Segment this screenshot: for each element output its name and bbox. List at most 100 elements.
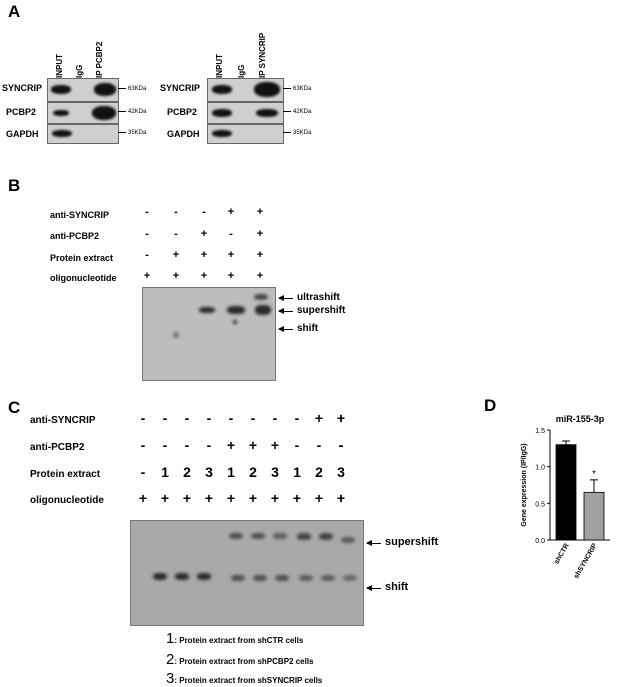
condition-symbol: + bbox=[227, 249, 235, 261]
panel-b-letter: B bbox=[8, 176, 21, 195]
condition-symbol: - bbox=[272, 410, 278, 426]
condition-symbol: + bbox=[200, 249, 208, 261]
condition-symbol: + bbox=[256, 270, 264, 282]
condition-symbol: + bbox=[336, 490, 346, 506]
y-tick-label: 1.5 bbox=[535, 428, 545, 435]
condition-symbol: + bbox=[336, 410, 346, 426]
condition-symbol: - bbox=[316, 437, 322, 453]
arrow-ultrashift bbox=[278, 295, 293, 301]
condition-symbol: + bbox=[200, 270, 208, 282]
condition-symbol: + bbox=[314, 490, 324, 506]
y-tick-label: 1.0 bbox=[535, 465, 545, 472]
condition-symbol: - bbox=[140, 410, 146, 426]
arrow-label-shift: shift bbox=[297, 323, 319, 334]
condition-symbol: - bbox=[174, 206, 178, 218]
arrow-label-supershift: supershift bbox=[297, 305, 346, 316]
x-tick-label: shSYNCRIP bbox=[573, 542, 599, 580]
condition-symbol: 3 bbox=[337, 464, 345, 480]
condition-symbol: 1 bbox=[227, 464, 235, 480]
row-label-pcbp2: PCBP2 bbox=[167, 107, 198, 117]
row-label-protein-extract: Protein extract bbox=[50, 253, 114, 263]
condition-symbol: - bbox=[174, 228, 178, 240]
blot-pcbp2 bbox=[207, 102, 284, 124]
y-axis-label: Gene expression (IP/IgG) bbox=[521, 443, 528, 526]
blot-pcbp2 bbox=[47, 102, 119, 124]
condition-symbol: + bbox=[248, 490, 258, 506]
row-label-syncrip: SYNCRIP bbox=[160, 83, 201, 93]
condition-symbol: - bbox=[162, 410, 168, 426]
legend-text: : Protein extract from shSYNCRIP cells bbox=[174, 676, 323, 685]
condition-symbol: + bbox=[200, 228, 208, 240]
col-label-ip: IP PCBP2 bbox=[95, 41, 104, 78]
condition-symbol: - bbox=[140, 437, 146, 453]
condition-symbol: - bbox=[184, 410, 190, 426]
row-label-syncrip: SYNCRIP bbox=[2, 83, 43, 93]
condition-symbol: + bbox=[292, 490, 302, 506]
col-label-igg: IgG bbox=[75, 64, 84, 78]
marker-35: 35KDa bbox=[118, 130, 146, 136]
condition-symbol: - bbox=[202, 206, 206, 218]
legend-item-2: 2: Protein extract from shPCBP2 cells bbox=[166, 651, 314, 668]
row-label-anti-syncrip: anti-SYNCRIP bbox=[50, 210, 110, 220]
condition-symbol: - bbox=[229, 228, 233, 240]
legend-num: 2 bbox=[166, 651, 175, 668]
condition-symbol: + bbox=[256, 228, 264, 240]
condition-symbol: - bbox=[140, 464, 146, 480]
row-label-anti-syncrip: anti-SYNCRIP bbox=[30, 415, 96, 426]
arrow-supershift bbox=[278, 308, 293, 314]
condition-symbol: + bbox=[204, 490, 214, 506]
arrow-shift bbox=[366, 585, 381, 591]
condition-symbol: - bbox=[338, 437, 344, 453]
condition-symbol: + bbox=[182, 490, 192, 506]
legend-num: 1 bbox=[166, 630, 175, 647]
condition-symbol: + bbox=[336, 490, 346, 506]
row-label-anti-pcbp2: anti-PCBP2 bbox=[30, 442, 85, 453]
col-label-igg: IgG bbox=[237, 64, 246, 78]
marker-63: 63KDa bbox=[283, 86, 311, 92]
condition-symbol: - bbox=[338, 437, 344, 453]
condition-symbol: - bbox=[250, 410, 256, 426]
bar-chart: miR-155-3p 0.0 0.5 1.0 1.5 Gene expression (I… bbox=[521, 414, 610, 580]
legend-text: : Protein extract from shCTR cells bbox=[174, 636, 304, 645]
condition-symbol: 1 bbox=[293, 464, 301, 480]
col-label-ip: IP SYNCRIP bbox=[258, 32, 267, 78]
condition-symbol: + bbox=[270, 437, 280, 453]
y-tick-label: 0.5 bbox=[535, 501, 545, 508]
condition-symbol: - bbox=[145, 249, 149, 261]
condition-symbol: 2 bbox=[315, 464, 323, 480]
condition-symbol: + bbox=[226, 490, 236, 506]
y-tick-label: 0.0 bbox=[535, 538, 545, 545]
blot-syncrip bbox=[207, 78, 284, 102]
condition-symbol: - bbox=[145, 228, 149, 240]
condition-symbol: + bbox=[248, 437, 258, 453]
condition-symbol: 3 bbox=[205, 464, 213, 480]
condition-symbol: + bbox=[226, 437, 236, 453]
condition-symbol: 3 bbox=[271, 464, 279, 480]
blot-syncrip bbox=[47, 78, 119, 102]
marker-63: 63KDa bbox=[118, 86, 146, 92]
condition-symbol: + bbox=[256, 249, 264, 261]
condition-symbol: + bbox=[172, 249, 180, 261]
row-label-anti-pcbp2: anti-PCBP2 bbox=[50, 231, 100, 241]
condition-symbol: + bbox=[172, 270, 180, 282]
blot-gapdh bbox=[207, 124, 284, 144]
condition-symbol: - bbox=[294, 437, 300, 453]
panel-d-letter: D bbox=[484, 396, 497, 415]
arrow-shift bbox=[278, 326, 293, 332]
col-label-input: INPUT bbox=[215, 54, 224, 78]
col-label-input: INPUT bbox=[55, 54, 64, 78]
condition-symbol: + bbox=[270, 490, 280, 506]
significance-marker: * bbox=[592, 469, 596, 480]
legend-text: : Protein extract from shPCBP2 cells bbox=[174, 657, 314, 666]
gel-b bbox=[142, 287, 276, 381]
legend-item-3: 3: Protein extract from shSYNCRIP cells bbox=[166, 670, 322, 687]
panel-c-letter: C bbox=[8, 398, 21, 417]
legend-item-1: 1: Protein extract from shCTR cells bbox=[166, 630, 303, 647]
marker-42: 42KDa bbox=[283, 109, 311, 115]
panel-a-letter: A bbox=[8, 2, 21, 21]
marker-35: 35KDa bbox=[283, 130, 311, 136]
row-label-oligonucleotide: oligonucleotide bbox=[30, 495, 104, 506]
bar bbox=[583, 491, 605, 541]
row-label-gapdh: GAPDH bbox=[167, 129, 200, 139]
condition-symbol: - bbox=[184, 437, 190, 453]
